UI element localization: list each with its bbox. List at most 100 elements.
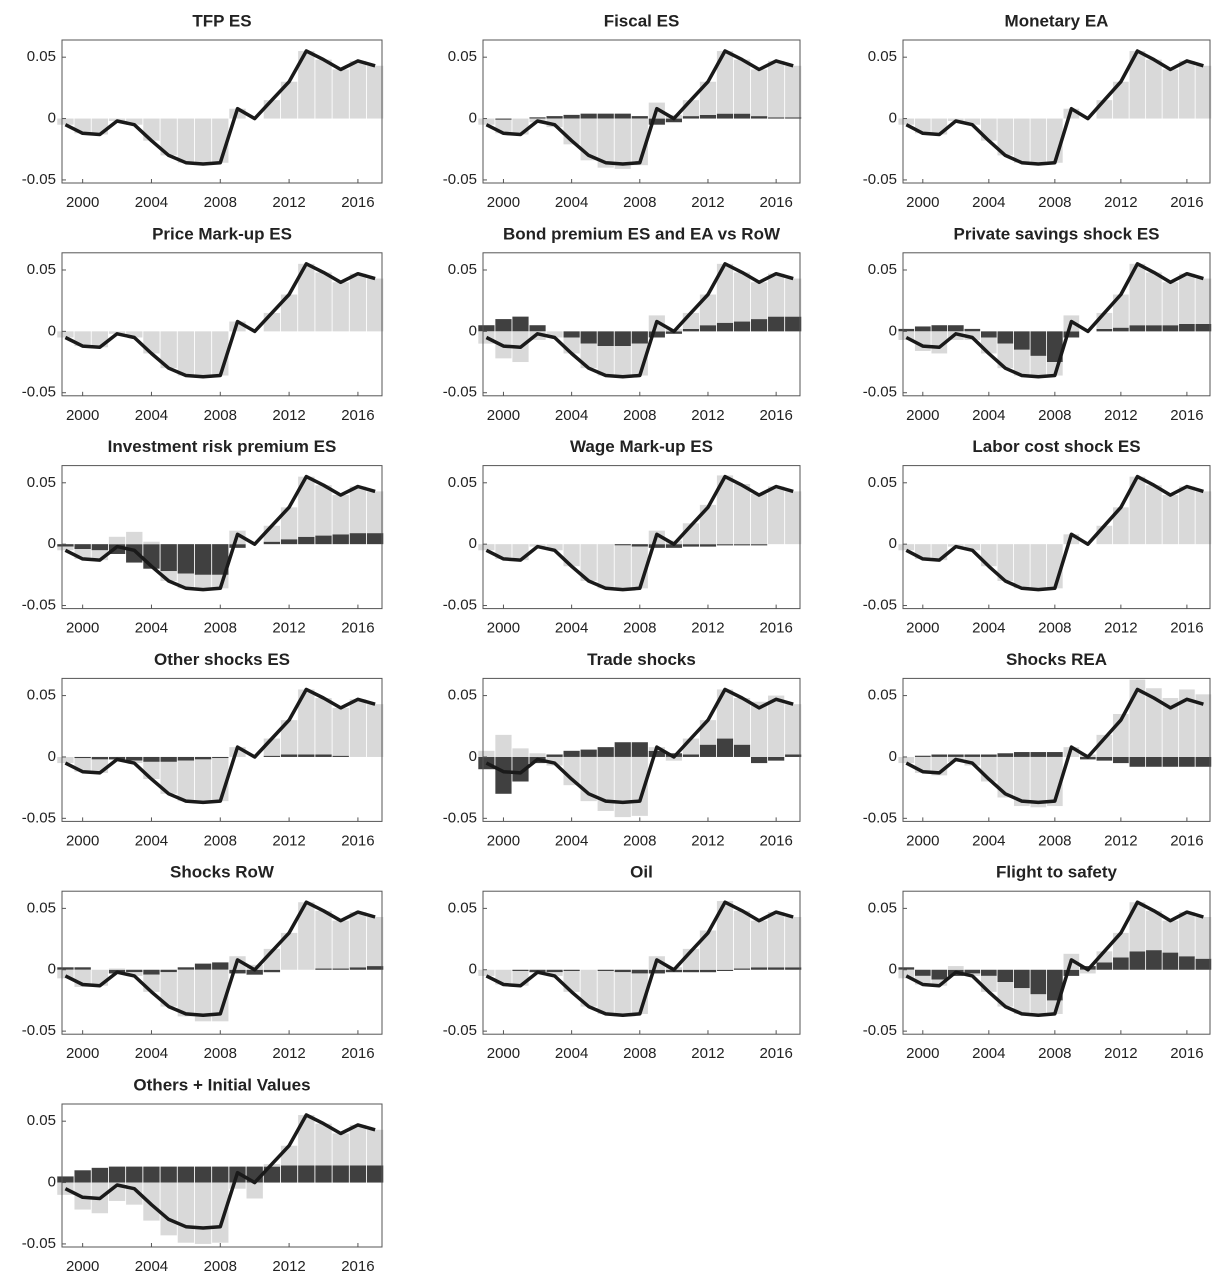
y-tick-label: 0.05 [27, 899, 56, 916]
x-tick-label: 2016 [341, 1045, 374, 1062]
bar [1030, 994, 1047, 1016]
bar [631, 969, 648, 974]
bar [349, 1124, 367, 1166]
bar [280, 81, 298, 119]
axes-frame [482, 252, 801, 397]
bar [580, 343, 597, 369]
bar [1195, 278, 1212, 324]
x-tick-label: 2000 [906, 407, 939, 424]
x-tick-label: 2016 [759, 1045, 792, 1062]
bar [366, 491, 384, 534]
bar [315, 1123, 332, 1166]
bar [495, 118, 512, 120]
bar [716, 738, 734, 757]
y-tick-label: -0.05 [22, 171, 56, 188]
y-tick-label: 0 [889, 535, 897, 552]
x-tick-label: 2012 [272, 407, 305, 424]
bar [914, 326, 931, 332]
bar [478, 750, 495, 757]
bar [229, 544, 246, 548]
bar [997, 969, 1014, 983]
bar [366, 278, 384, 332]
bar [947, 325, 964, 332]
bar [648, 118, 665, 125]
y-tick-label: 0 [48, 1174, 56, 1191]
y-tick-label: 0 [48, 961, 56, 978]
y-tick-label: 0.05 [868, 899, 897, 916]
bar [768, 912, 785, 968]
bar [280, 932, 298, 970]
bar [1030, 355, 1047, 377]
y-tick-label: 0.05 [868, 474, 897, 491]
x-tick-label: 2016 [1170, 407, 1203, 424]
bar [1146, 272, 1162, 326]
bar [614, 545, 631, 590]
y-tick-label: -0.05 [863, 809, 897, 826]
bar [74, 544, 91, 550]
bar [512, 756, 529, 782]
y-tick-label: -0.05 [443, 1022, 477, 1039]
bar [160, 1182, 177, 1236]
y-tick-label: 0 [889, 961, 897, 978]
bar [57, 118, 74, 125]
bar [212, 544, 229, 575]
bar [1080, 969, 1096, 974]
y-tick-label: 0.05 [448, 899, 477, 916]
bar [751, 920, 768, 968]
bar [1162, 920, 1179, 953]
bar [898, 756, 915, 764]
y-tick-label: 0.05 [868, 687, 897, 704]
bar [563, 331, 580, 338]
panel-title: Fiscal ES [604, 11, 680, 30]
bar [108, 1166, 126, 1183]
bar [768, 60, 785, 118]
panel-title: Trade shocks [587, 650, 696, 669]
bar [298, 51, 315, 119]
bar [263, 541, 281, 545]
x-tick-label: 2012 [1104, 620, 1137, 637]
x-tick-label: 2016 [341, 832, 374, 849]
x-tick-label: 2016 [1170, 194, 1203, 211]
bar [177, 1166, 195, 1183]
bar [631, 544, 648, 547]
bar [1013, 544, 1030, 589]
bar [478, 544, 495, 551]
bar [1162, 325, 1179, 332]
y-tick-label: 0.05 [27, 687, 56, 704]
bar [57, 546, 74, 551]
bar [614, 972, 631, 1016]
bar [597, 113, 614, 119]
x-tick-label: 2012 [272, 620, 305, 637]
bar [108, 544, 126, 554]
bar [263, 100, 281, 119]
x-tick-label: 2008 [204, 1045, 237, 1062]
bar [212, 969, 229, 1022]
x-tick-label: 2008 [623, 1045, 656, 1062]
x-tick-label: 2008 [204, 194, 237, 211]
bar [126, 756, 143, 761]
bar [614, 544, 631, 546]
bar [529, 117, 546, 119]
bar [349, 533, 367, 545]
panel-title: Flight to safety [996, 863, 1117, 882]
bar [280, 720, 298, 755]
bar [699, 81, 717, 115]
y-tick-label: 0.05 [448, 261, 477, 278]
bar [263, 969, 281, 973]
bar [580, 969, 597, 1007]
x-tick-label: 2012 [1104, 1045, 1137, 1062]
bar [108, 968, 126, 970]
x-tick-label: 2012 [272, 194, 305, 211]
bar [898, 967, 915, 970]
bar [1047, 969, 1063, 1001]
bar [1030, 331, 1047, 356]
bar [1013, 752, 1030, 757]
bar [366, 1129, 384, 1166]
x-tick-label: 2008 [1038, 832, 1071, 849]
bar [546, 969, 563, 973]
bar [177, 331, 195, 376]
bar [298, 1115, 315, 1166]
bar [177, 967, 195, 970]
bar [898, 969, 915, 979]
bar [1195, 958, 1212, 970]
